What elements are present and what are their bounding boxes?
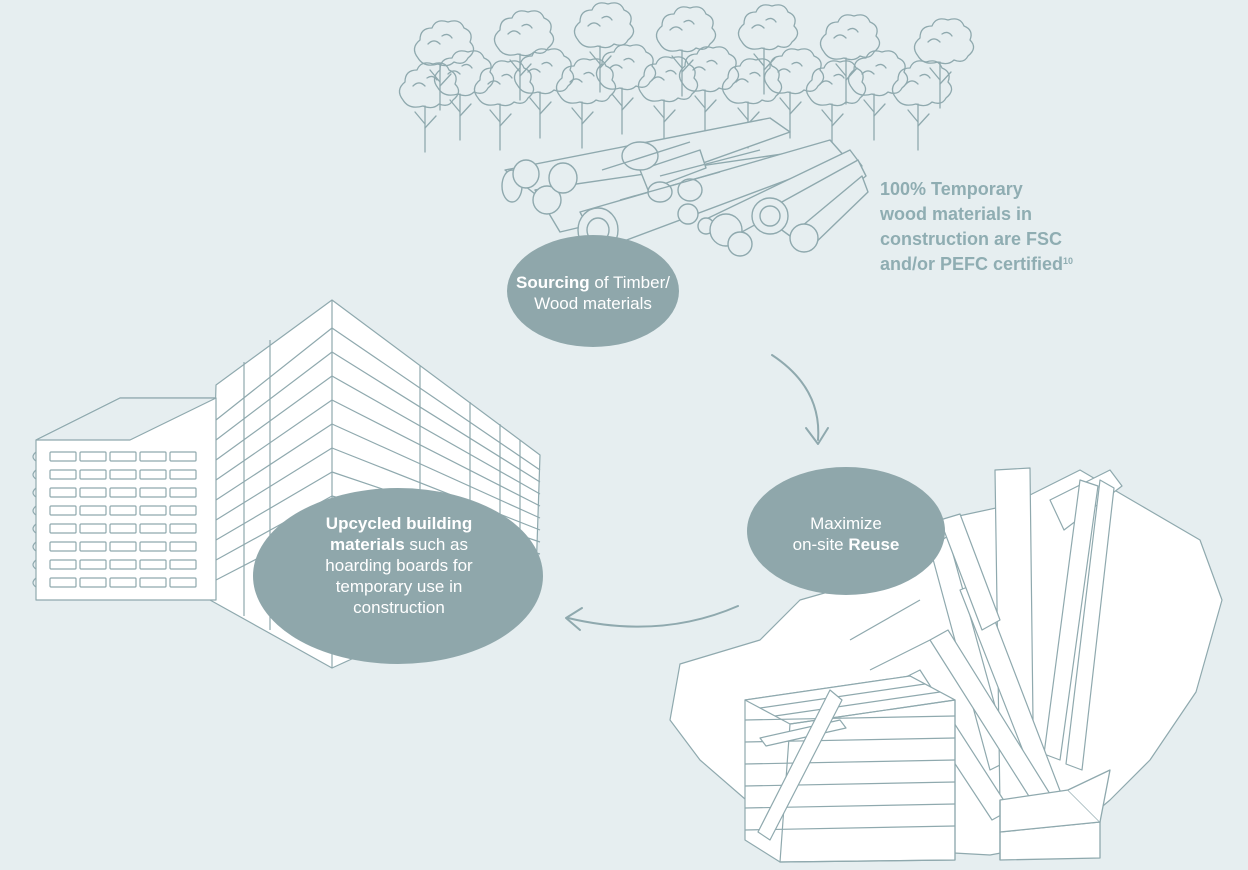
- reuse-label: Maximize on-site Reuse: [766, 513, 926, 555]
- upcycled-label-bold-line2: materials: [330, 535, 405, 554]
- reuse-label-line1: Maximize: [810, 514, 882, 533]
- upcycled-label-bold-line1: Upcycled building: [325, 514, 473, 533]
- pallet-stack-illustration: [744, 675, 956, 863]
- cardboard-box-illustration: [999, 769, 1111, 861]
- upcycled-label-line3: hoarding boards for: [325, 556, 473, 575]
- upcycled-label-line5: construction: [353, 598, 445, 617]
- callout-line4: and/or PEFC certified: [880, 254, 1064, 274]
- upcycled-label-line2: such as: [404, 535, 468, 554]
- footnote-marker: 10: [1063, 256, 1074, 266]
- upcycled-label-line4: temporary use in: [335, 577, 463, 596]
- forest-illustration: [398, 2, 975, 153]
- log-pile-illustration: [501, 117, 869, 257]
- callout-line2: wood materials in: [880, 204, 1033, 224]
- reuse-label-line2: on-site: [792, 535, 849, 554]
- upcycled-ellipse: [253, 488, 543, 664]
- reuse-ellipse: [747, 467, 945, 595]
- sourcing-label: Sourcing of Timber/ Wood materials: [506, 272, 680, 314]
- reuse-label-bold: Reuse: [848, 535, 900, 554]
- callout-line1: 100% Temporary: [880, 179, 1023, 199]
- sourcing-ellipse: [507, 235, 679, 347]
- upcycled-label: Upcycled building materials such as hoar…: [264, 513, 534, 618]
- sourcing-label-bold: Sourcing: [516, 273, 590, 292]
- sourcing-label-line2: Wood materials: [534, 294, 652, 313]
- sourcing-label-line1: of Timber/: [589, 273, 670, 292]
- certification-callout: 100% Temporary wood materials in constru…: [880, 177, 1140, 277]
- curved-arrow-icon: [565, 354, 829, 631]
- callout-line3: construction are FSC: [880, 229, 1063, 249]
